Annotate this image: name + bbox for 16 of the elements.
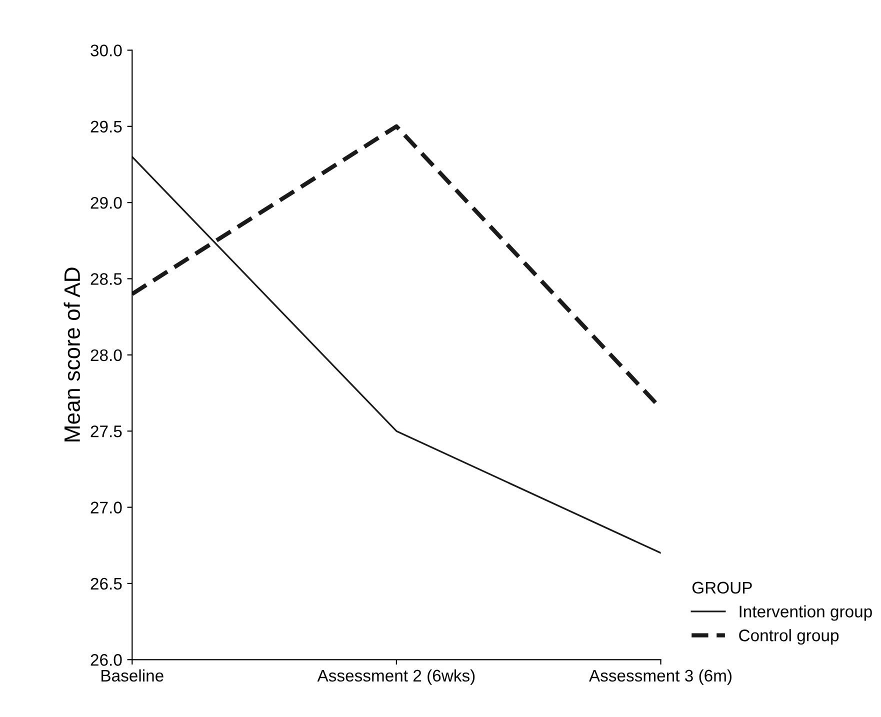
y-tick-label: 28.5 (90, 273, 122, 285)
legend-label: Intervention group (740, 605, 872, 621)
legend-title: GROUP (692, 582, 752, 594)
y-tick-label: 29.0 (90, 196, 122, 209)
legend-label: Control group (739, 629, 839, 645)
y-tick-label: 27.5 (90, 425, 122, 438)
y-tick-label: 27.0 (90, 502, 122, 514)
y-tick-label: 28.0 (90, 349, 122, 362)
x-tick-label: Assessment 3 (6m) (589, 669, 732, 685)
x-tick-label: Assessment 2 (6wks) (317, 669, 475, 685)
y-tick-label: 26.0 (90, 654, 122, 666)
x-tick-label: Baseline (102, 669, 164, 682)
y-axis-title: Mean score of AD (64, 268, 80, 442)
y-tick-label: 26.5 (90, 578, 122, 590)
y-tick-label: 30.0 (90, 44, 122, 56)
y-tick-label: 29.5 (90, 120, 122, 133)
